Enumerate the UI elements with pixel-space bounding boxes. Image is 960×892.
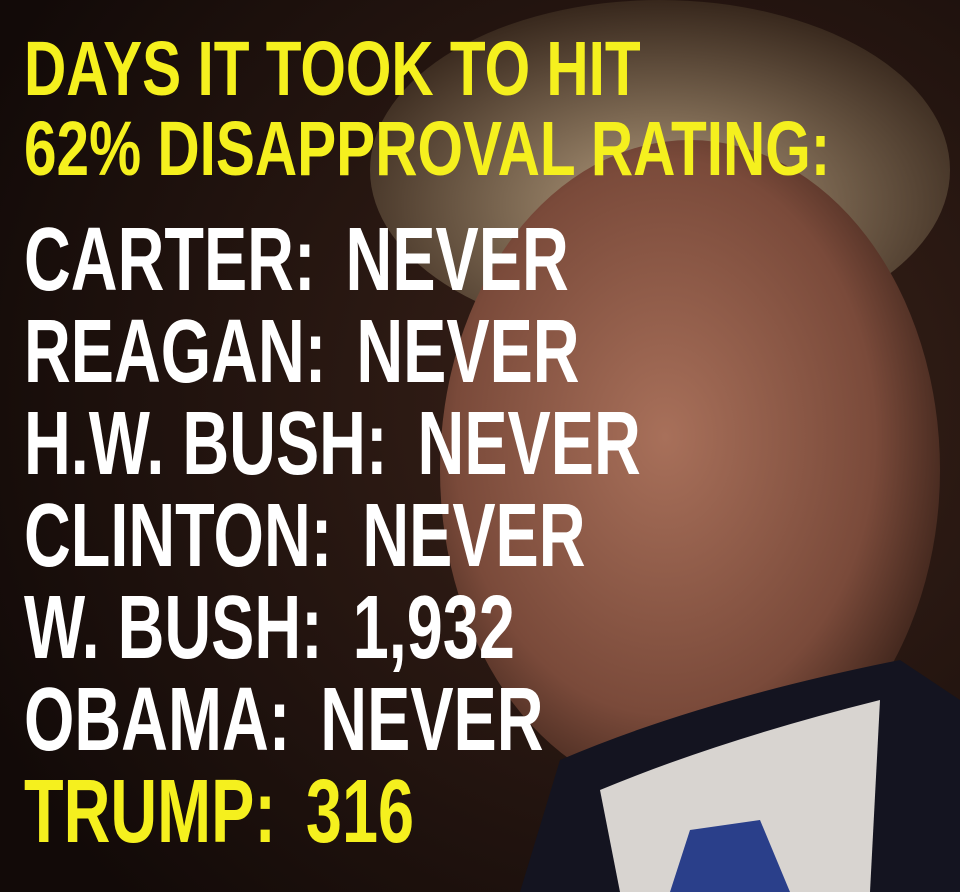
header-line: 62% DISAPPROVAL RATING: [24,106,830,192]
face [440,140,940,800]
row-value: 316 [306,761,414,862]
row-value: NEVER [320,669,543,770]
shirt [600,700,880,892]
row-label: REAGAN: [24,301,326,402]
row-label: W. BUSH: [24,577,323,678]
row-label: OBAMA: [24,669,290,770]
row-value: NEVER [356,301,579,402]
row-value: NEVER [346,209,569,310]
row-value: NEVER [362,485,585,586]
tie [670,820,790,892]
row-label: H.W. BUSH: [24,393,388,494]
row-label: TRUMP: [24,761,276,862]
row-value: NEVER [418,393,641,494]
row-label: CARTER: [24,209,316,310]
row-label: CLINTON: [24,485,332,586]
header-line: DAYS IT TOOK TO HIT [24,26,641,112]
row-value: 1,932 [353,577,515,678]
